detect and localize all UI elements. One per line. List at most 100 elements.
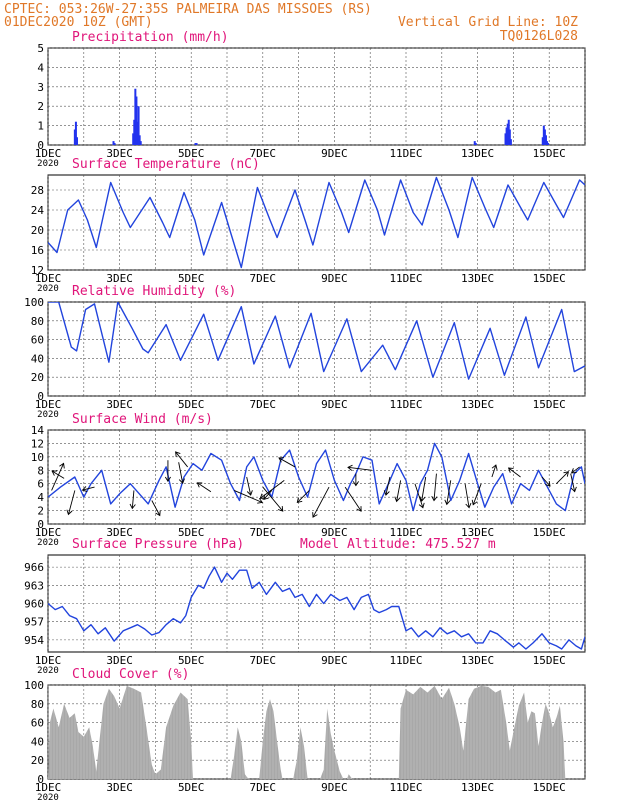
wind-xtick-label: 3DEC (106, 526, 133, 539)
temperature-xtick-label: 1DEC (35, 272, 62, 285)
temperature-ytick-label: 28 (31, 184, 44, 197)
wind-vector-head (81, 486, 88, 493)
precipitation-bar (507, 119, 510, 145)
wind-ytick-label: 10 (31, 451, 44, 464)
temperature-xtick-label: 13DEC (461, 272, 494, 285)
precipitation-ytick-label: 3 (37, 81, 44, 94)
precipitation-frame (47, 47, 586, 146)
temperature-xtick-label: 7DEC (250, 272, 277, 285)
wind-vector (297, 490, 310, 503)
cloud-xtick-label: 3DEC (106, 781, 133, 794)
cloud-ytick-label: 40 (31, 735, 44, 748)
precipitation-bar (112, 141, 115, 145)
wind-vector (396, 480, 402, 502)
cloud-ytick-label: 100 (24, 679, 44, 692)
wind-ytick-label: 6 (37, 478, 44, 491)
precipitation-ytick-label: 5 (37, 42, 44, 55)
humidity-xtick-label: 7DEC (250, 398, 277, 411)
wind-vector (260, 479, 285, 499)
cloud-xtick-label: 1DEC (35, 781, 62, 794)
precipitation-bar (133, 119, 136, 145)
precipitation-xtick-label: 7DEC (250, 147, 277, 160)
pressure-xtick-year: 2020 (37, 666, 59, 676)
humidity-xtick-label: 9DEC (321, 398, 348, 411)
wind-ytick-label: 2 (37, 505, 44, 518)
wind-vector (278, 457, 296, 468)
precipitation-bar (544, 135, 547, 145)
header-grid-note: Vertical Grid Line: 10Z (398, 15, 578, 30)
wind-xtick-label: 9DEC (321, 526, 348, 539)
temperature-ytick-label: 12 (31, 264, 44, 277)
humidity-xtick-label: 1DEC (35, 398, 62, 411)
wind-vector (68, 490, 76, 515)
wind-vector-head (296, 497, 303, 503)
pressure-series-line (48, 566, 585, 650)
humidity-ytick-label: 0 (37, 390, 44, 403)
precipitation-bar (132, 133, 135, 145)
humidity-xtick-label: 3DEC (106, 398, 133, 411)
temperature-xtick-year: 2020 (37, 284, 59, 294)
pressure-ytick-label: 957 (24, 616, 44, 629)
pressure-xtick-label: 15DEC (533, 654, 566, 667)
wind-vector (151, 500, 161, 516)
wind-vector-head (278, 457, 285, 463)
wind-vector (233, 490, 263, 503)
humidity-panel: 0 20 40 60 80 100 1DEC 3DEC 5DEC 7DEC 9DEC 11DEC 13D… (24, 284, 586, 420)
pressure-xtick-label: 7DEC (250, 654, 277, 667)
wind-vector-head (246, 490, 253, 496)
cloud-xtick-label: 7DEC (250, 781, 277, 794)
wind-vector (385, 476, 391, 496)
precipitation-xtick-label: 11DEC (389, 147, 422, 160)
wind-xtick-year: 2020 (37, 538, 59, 548)
precipitation-data (73, 88, 550, 145)
humidity-ytick-label: 80 (31, 315, 44, 328)
precipitation-xtick-label: 1DEC (35, 147, 62, 160)
wind-vector-head (175, 451, 181, 457)
wind-series-line (48, 442, 585, 512)
header-date: 01DEC2020 10Z (GMT) (4, 15, 153, 30)
wind-vector-head (347, 464, 353, 471)
cloud-ytick-label: 60 (31, 717, 44, 730)
wind-vector-head (312, 512, 318, 518)
wind-vector-head (491, 464, 498, 471)
wind-vector-head (383, 490, 390, 496)
pressure-xtick-label: 5DEC (178, 654, 205, 667)
cloud-ytick-label: 80 (31, 698, 44, 711)
pressure-panel: 954 957 960 963 966 1DEC 3DEC 5DEC 7DEC 9DEC 11DEC… (24, 537, 586, 676)
precipitation-bar (138, 135, 141, 145)
wind-vector-head (394, 496, 401, 503)
temperature-ytick-label: 20 (31, 224, 44, 237)
precipitation-bar (541, 137, 544, 145)
precipitation-xtick-label: 13DEC (461, 147, 494, 160)
wind-vector-head (66, 509, 73, 516)
humidity-xtick-label: 11DEC (389, 398, 422, 411)
temperature-data (48, 176, 585, 269)
wind-vector (571, 466, 580, 474)
pressure-xtick-label: 1DEC (35, 654, 62, 667)
wind-vector-head (545, 481, 551, 487)
wind-vector-head (418, 502, 425, 509)
precipitation-ytick-label: 2 (37, 100, 44, 113)
wind-vector-head (263, 494, 269, 501)
temperature-panel: 12 16 20 24 28 1DEC 3DEC 5DEC 7DEC 9DEC 11DEC 13DEC… (31, 157, 586, 294)
humidity-xtick-label: 13DEC (461, 398, 494, 411)
pressure-xtick-label: 11DEC (389, 654, 422, 667)
precipitation-bar (543, 129, 546, 145)
pressure-ytick-label: 960 (24, 598, 44, 611)
precipitation-bar (506, 123, 509, 145)
header-code: TQ0126L028 (500, 29, 578, 44)
precipitation-bar (137, 106, 140, 145)
wind-vector (446, 480, 452, 505)
precipitation-bar (113, 143, 116, 145)
precipitation-xtick-label: 3DEC (106, 147, 133, 160)
precipitation-bar (134, 88, 137, 145)
wind-vector-head (419, 496, 426, 502)
wind-vector (178, 462, 184, 484)
wind-xtick-label: 1DEC (35, 526, 62, 539)
wind-vector (347, 466, 373, 471)
precipitation-bar (135, 96, 138, 145)
wind-vector (197, 482, 212, 493)
wind-vector (175, 451, 188, 468)
cloud-area (48, 685, 566, 779)
